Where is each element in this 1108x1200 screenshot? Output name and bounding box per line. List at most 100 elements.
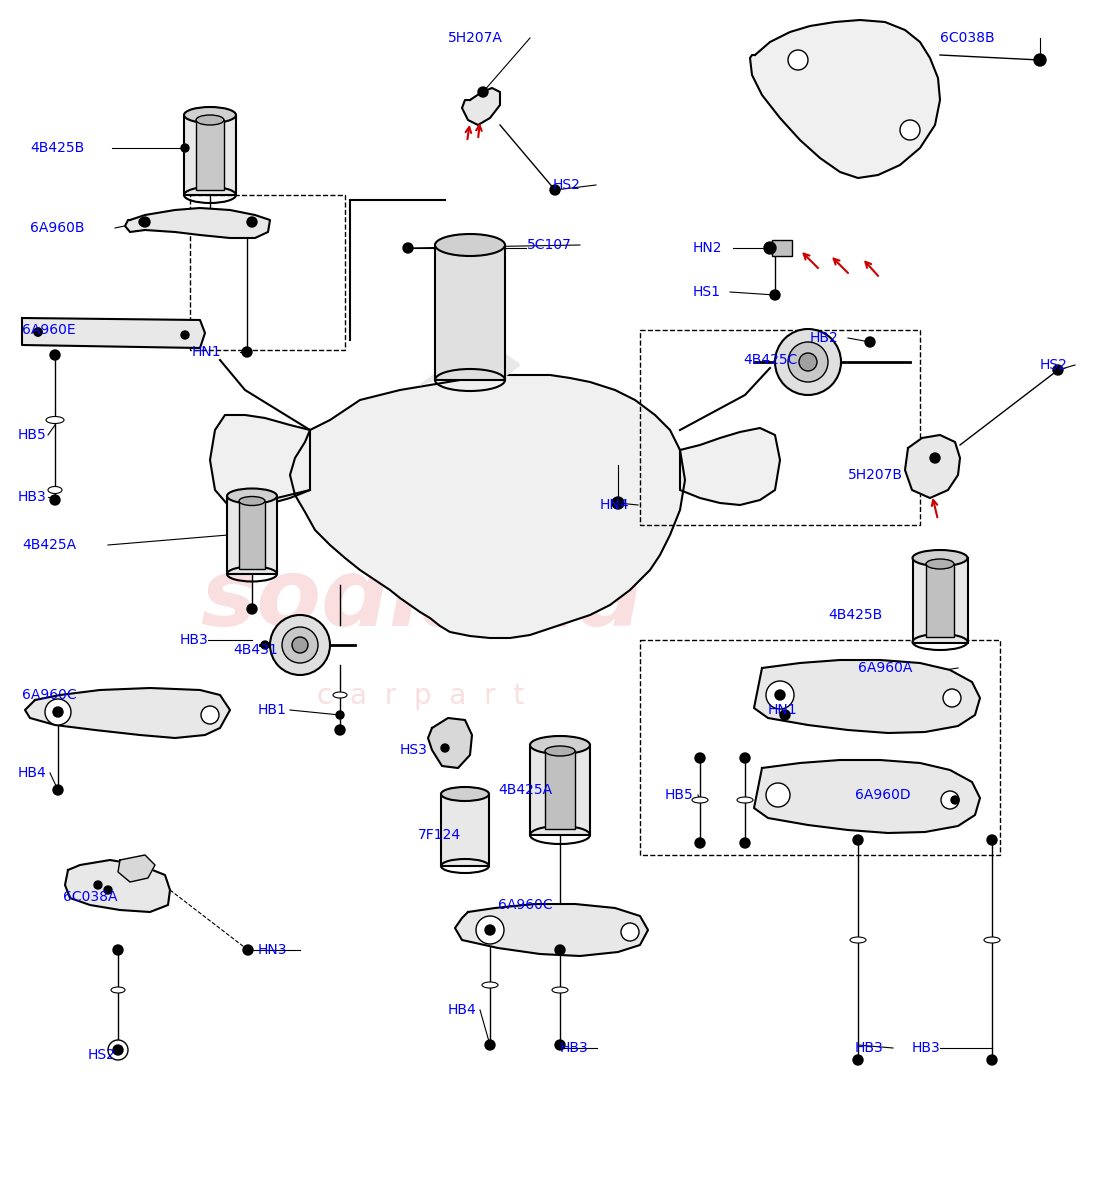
Text: HB3: HB3 <box>855 1040 884 1055</box>
Text: HS2: HS2 <box>553 178 581 192</box>
Text: HB2: HB2 <box>810 331 839 346</box>
Text: 4B425B: 4B425B <box>30 140 84 155</box>
Ellipse shape <box>913 550 967 566</box>
Text: HS2: HS2 <box>88 1048 116 1062</box>
Bar <box>640 640 1001 854</box>
Text: HB5: HB5 <box>18 428 47 442</box>
Circle shape <box>799 353 817 371</box>
Circle shape <box>766 680 794 709</box>
Circle shape <box>555 946 565 955</box>
Text: HN2: HN2 <box>692 241 722 254</box>
Ellipse shape <box>530 736 589 754</box>
Text: 4B425B: 4B425B <box>828 608 882 622</box>
Circle shape <box>1053 365 1063 374</box>
Text: HS3: HS3 <box>400 743 428 757</box>
Circle shape <box>770 290 780 300</box>
Text: sodíavia: sodíavia <box>199 554 643 646</box>
Circle shape <box>550 185 560 194</box>
Bar <box>545 751 575 829</box>
Bar <box>184 115 236 194</box>
Circle shape <box>441 744 449 752</box>
Circle shape <box>951 796 960 804</box>
Circle shape <box>181 331 189 338</box>
Circle shape <box>776 691 784 698</box>
Text: HB3: HB3 <box>911 1040 940 1055</box>
Circle shape <box>50 494 60 505</box>
Text: HS1: HS1 <box>692 284 721 299</box>
Circle shape <box>201 706 219 724</box>
Polygon shape <box>117 854 155 882</box>
Ellipse shape <box>334 692 347 698</box>
Circle shape <box>930 452 940 463</box>
Circle shape <box>788 342 828 382</box>
Polygon shape <box>125 208 270 238</box>
Ellipse shape <box>227 488 277 504</box>
Circle shape <box>987 835 997 845</box>
Bar <box>189 194 345 350</box>
Text: HB3: HB3 <box>560 1040 588 1055</box>
Text: HB4: HB4 <box>448 1003 476 1018</box>
Circle shape <box>479 88 488 96</box>
Text: 6A960B: 6A960B <box>30 221 84 235</box>
Bar <box>926 564 954 637</box>
Circle shape <box>261 641 269 649</box>
Ellipse shape <box>926 559 954 569</box>
Text: HN1: HN1 <box>192 346 222 359</box>
Circle shape <box>774 329 841 395</box>
Ellipse shape <box>850 937 866 943</box>
Polygon shape <box>25 688 230 738</box>
Ellipse shape <box>545 746 575 756</box>
Text: HS2: HS2 <box>1040 358 1068 372</box>
Polygon shape <box>290 374 685 638</box>
Circle shape <box>403 242 413 253</box>
Polygon shape <box>65 860 170 912</box>
Ellipse shape <box>737 797 753 803</box>
Circle shape <box>486 926 494 934</box>
Circle shape <box>336 710 343 719</box>
Ellipse shape <box>184 107 236 122</box>
Polygon shape <box>428 718 472 768</box>
Text: HN1: HN1 <box>768 703 798 716</box>
Circle shape <box>740 838 750 848</box>
Text: 6A960A: 6A960A <box>858 661 912 674</box>
Bar <box>913 558 968 643</box>
Circle shape <box>620 923 639 941</box>
Text: HB4: HB4 <box>18 766 47 780</box>
Circle shape <box>900 120 920 140</box>
Circle shape <box>53 707 63 716</box>
Circle shape <box>138 218 147 226</box>
Circle shape <box>853 835 863 845</box>
Circle shape <box>45 698 71 725</box>
Circle shape <box>247 604 257 614</box>
Ellipse shape <box>196 115 224 125</box>
Circle shape <box>766 782 790 806</box>
Text: 5C107: 5C107 <box>527 238 572 252</box>
Circle shape <box>865 337 875 347</box>
Polygon shape <box>680 428 780 505</box>
Ellipse shape <box>441 787 489 802</box>
Ellipse shape <box>482 982 497 988</box>
Bar <box>640 330 920 526</box>
Circle shape <box>941 791 960 809</box>
Ellipse shape <box>692 797 708 803</box>
Text: 5H207A: 5H207A <box>448 31 503 44</box>
Bar <box>435 245 505 380</box>
Polygon shape <box>905 434 960 498</box>
Text: 6A960C: 6A960C <box>22 688 76 702</box>
Circle shape <box>485 925 495 935</box>
Circle shape <box>242 347 252 358</box>
Polygon shape <box>755 760 979 833</box>
Ellipse shape <box>984 937 1001 943</box>
Text: HB1: HB1 <box>258 703 287 716</box>
Circle shape <box>283 626 318 662</box>
Circle shape <box>788 50 808 70</box>
Circle shape <box>113 946 123 955</box>
Ellipse shape <box>48 486 62 493</box>
Text: HN3: HN3 <box>258 943 287 958</box>
Polygon shape <box>455 904 648 956</box>
Ellipse shape <box>239 497 265 505</box>
Polygon shape <box>211 415 310 510</box>
Circle shape <box>181 144 189 152</box>
Polygon shape <box>750 20 940 178</box>
Circle shape <box>485 1040 495 1050</box>
